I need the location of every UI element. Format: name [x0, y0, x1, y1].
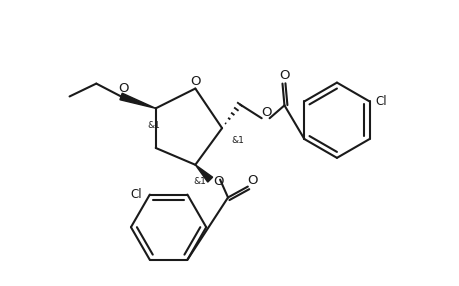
Polygon shape [196, 165, 213, 182]
Text: O: O [213, 175, 224, 188]
Text: Cl: Cl [130, 188, 142, 201]
Text: O: O [118, 82, 129, 95]
Text: O: O [279, 69, 290, 82]
Text: O: O [190, 75, 201, 88]
Text: O: O [261, 106, 272, 119]
Text: O: O [247, 174, 258, 187]
Polygon shape [120, 93, 156, 108]
Text: &1: &1 [231, 136, 244, 144]
Text: Cl: Cl [375, 95, 387, 108]
Text: &1: &1 [194, 177, 207, 186]
Text: &1: &1 [147, 121, 160, 130]
